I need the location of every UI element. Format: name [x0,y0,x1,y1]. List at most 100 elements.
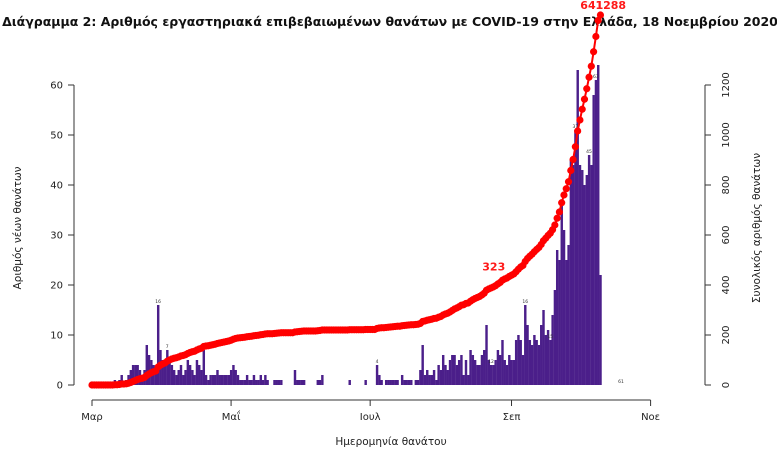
bar [318,380,322,385]
bar [129,370,133,385]
bar [508,355,511,385]
cumulative-series-group [88,11,605,389]
bar [277,380,281,385]
bar [266,380,269,385]
bar [501,340,504,385]
bar [537,345,541,385]
bar [195,360,199,385]
bar [414,380,418,385]
y-left-tick-label: 60 [50,81,63,92]
bar [526,325,529,385]
bar [198,365,201,385]
bar [451,355,454,385]
bar [241,380,244,385]
bar [462,375,465,385]
bar [259,375,263,385]
bar [435,380,438,385]
bar [348,380,351,385]
cumulative-point [580,95,589,103]
bar [257,380,260,385]
bar [487,360,491,385]
bar [156,305,160,385]
bar [473,360,477,385]
bar [533,335,536,385]
cumulative-point [564,178,573,186]
y-right-tick-label: 600 [721,225,732,244]
bar [298,380,301,385]
y-right-axis-title: Συνολικός αριθμός θανάτων [751,153,763,303]
y-right-tick-label: 800 [721,175,732,194]
bar [560,200,563,385]
bar [213,375,217,385]
bar [546,330,550,385]
bar [193,375,196,385]
bar [407,380,411,385]
bar [535,340,538,385]
x-tick-label: Μαρ [81,412,103,423]
bar-value-label: 37 [572,124,578,130]
bar [387,380,390,385]
bar [145,345,149,385]
bar [316,380,320,385]
bar [421,345,424,385]
bar [476,365,479,385]
bar [444,365,447,385]
x-tick-label: Νοε [641,412,660,423]
cumulative-point [569,155,577,164]
bar [239,380,242,385]
bar [403,380,406,385]
cumulative-point [594,16,602,25]
bar [378,375,381,385]
bar [275,380,278,385]
bar [375,365,379,385]
bar [134,365,137,385]
bar [571,165,575,385]
bar [540,325,543,385]
bar [182,375,185,385]
bar [576,70,579,385]
cumulative-point [555,208,564,216]
cumulative-point [583,85,591,93]
y-left-tick-label: 30 [50,231,63,242]
bar [467,375,470,385]
bar [558,260,561,385]
bar [590,165,593,385]
bar [423,375,427,385]
bar [510,360,513,385]
bar [469,350,472,385]
chart-title: Διάγραμμα 2: Αριθμός εργαστηριακά επιβεβ… [2,14,777,29]
bar [597,65,600,385]
bar [498,355,502,385]
bar [321,375,324,385]
bar [218,375,221,385]
bar [200,370,203,385]
bar [565,260,568,385]
bar [524,305,527,385]
bar-value-label: 16 [522,299,528,305]
bar [542,310,545,385]
bar [216,370,219,385]
bar [460,355,463,385]
bar [211,375,215,385]
y-left-tick-label: 20 [50,281,63,292]
cumulative-annotation: 323 [482,261,505,274]
bar-value-label: 16 [155,299,161,305]
bar [261,380,265,385]
cumulative-point [567,166,575,175]
bar [496,350,500,385]
x-axis-title: Ημερομηνία θανάτου [335,436,446,448]
bar-value-label: 4 [376,359,379,365]
bar [439,370,443,385]
bar [223,375,226,385]
bar [191,370,194,385]
cumulative-point [590,48,598,56]
bar [489,365,493,385]
cumulative-point [558,199,566,207]
bar [512,360,516,385]
bar [437,365,440,385]
bar [585,175,589,385]
bar [471,355,475,385]
bar [464,360,468,385]
cumulative-point [576,116,584,124]
